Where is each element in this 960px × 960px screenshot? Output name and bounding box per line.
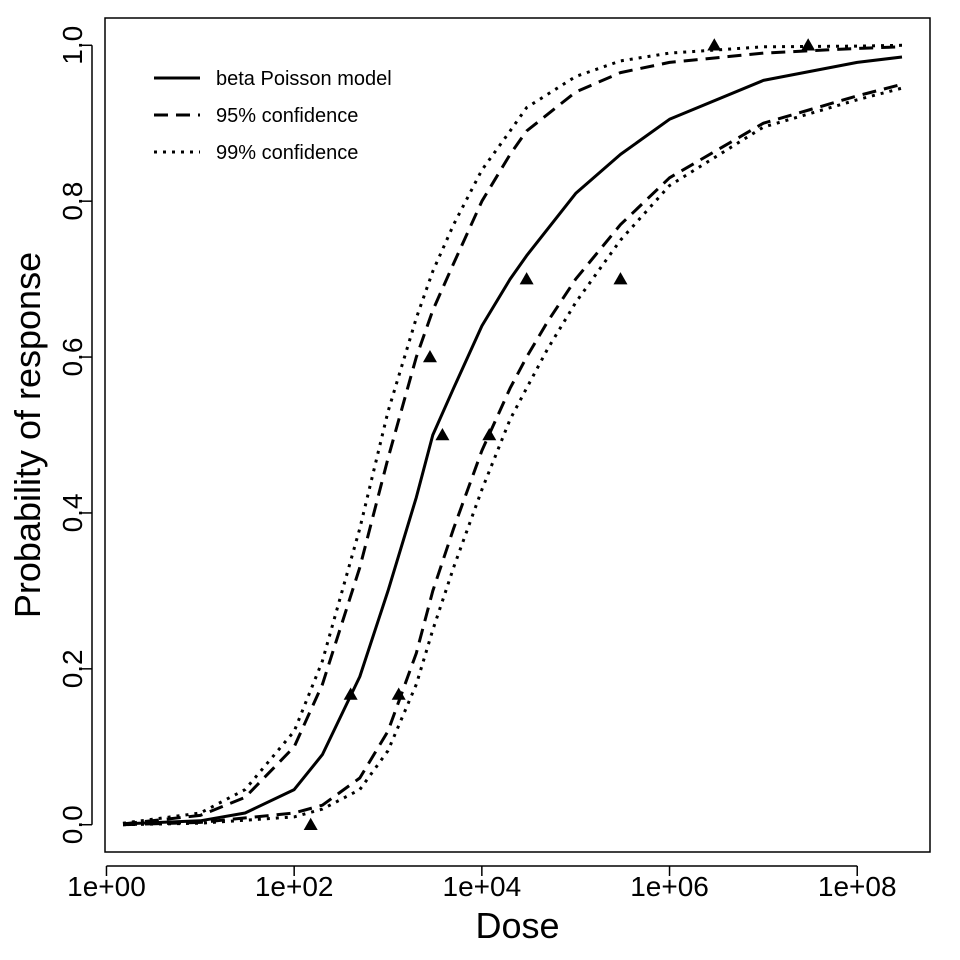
data-point [707,38,722,51]
series-line-4 [122,86,903,827]
x-tick-label: 1e+00 [67,871,146,902]
x-axis-title: Dose [475,905,559,946]
legend-label: 95% confidence [216,105,358,127]
legend-label: 99% confidence [216,142,358,164]
data-point [343,687,358,700]
data-point [303,817,318,830]
series-line-2 [122,82,903,827]
series-line-1 [122,45,903,826]
data-point [519,272,534,285]
y-axis: 0.0 0.2 0.4 0.6 0.8 1.0 [57,26,93,844]
y-tick-label: 0.4 [57,493,88,532]
x-tick-label: 1e+02 [255,871,334,902]
data-point [482,428,497,441]
curve-layer [122,43,903,827]
y-tick-label: 1.0 [57,26,88,65]
data-point [422,350,437,363]
y-tick-label: 0.8 [57,182,88,221]
x-tick-label: 1e+08 [818,871,897,902]
data-point [613,272,628,285]
series-line-0 [122,55,903,826]
data-point [391,687,406,700]
legend-label: beta Poisson model [216,68,392,90]
y-tick-label: 0.0 [57,805,88,844]
data-point [801,38,816,51]
x-tick-label: 1e+04 [443,871,522,902]
y-axis-title: Probability of response [7,252,48,618]
x-axis: 1e+00 1e+02 1e+04 1e+06 1e+08 [67,865,897,902]
y-tick-label: 0.2 [57,649,88,688]
plot-frame [104,17,931,853]
data-point [435,428,450,441]
y-tick-label: 0.6 [57,338,88,377]
legend: beta Poisson model 95% confidence 99% conf… [154,68,392,164]
data-points-layer [303,38,816,830]
x-tick-label: 1e+06 [630,871,709,902]
